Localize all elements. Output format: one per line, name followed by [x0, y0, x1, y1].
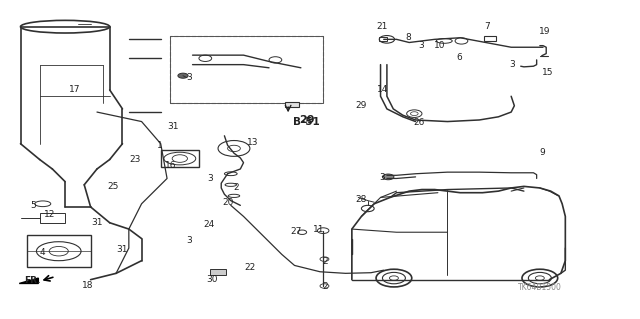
Text: 19: 19	[538, 27, 550, 36]
Circle shape	[178, 73, 188, 78]
Text: 3: 3	[207, 174, 213, 183]
Text: B-51: B-51	[292, 117, 319, 127]
Text: 2: 2	[323, 282, 328, 291]
Text: 14: 14	[377, 85, 388, 94]
Text: 31: 31	[168, 122, 179, 131]
Text: 3: 3	[186, 236, 192, 245]
Bar	[285, 102, 299, 107]
Text: 12: 12	[44, 210, 55, 219]
Text: 2: 2	[323, 257, 328, 266]
Text: 4: 4	[40, 248, 45, 257]
Text: 30: 30	[206, 275, 218, 284]
Text: 3: 3	[186, 73, 192, 82]
Text: 1: 1	[157, 141, 163, 150]
Text: TK64B1500: TK64B1500	[518, 283, 562, 292]
Text: 22: 22	[244, 263, 255, 272]
Text: 24: 24	[203, 220, 214, 229]
Text: 2: 2	[233, 183, 239, 192]
Text: 5: 5	[30, 201, 36, 210]
Bar	[161, 150, 199, 167]
Circle shape	[383, 174, 394, 180]
Text: FR.: FR.	[24, 276, 40, 285]
Text: 17: 17	[69, 85, 81, 94]
Bar	[484, 36, 496, 41]
Bar	[380, 37, 387, 41]
Text: 23: 23	[129, 155, 141, 164]
Text: 9: 9	[539, 148, 545, 157]
Bar	[27, 235, 91, 267]
Text: 7: 7	[484, 22, 490, 31]
Text: 13: 13	[247, 137, 259, 147]
Text: 28: 28	[356, 195, 367, 204]
Text: 3: 3	[380, 173, 385, 182]
Text: 27: 27	[290, 227, 301, 236]
Bar	[170, 36, 323, 103]
Text: 31: 31	[92, 218, 103, 227]
Text: 10: 10	[434, 41, 445, 49]
Text: 11: 11	[313, 225, 324, 234]
Text: 31: 31	[116, 245, 128, 254]
Text: 29: 29	[356, 100, 367, 110]
Text: 3: 3	[418, 41, 424, 49]
Text: 21: 21	[377, 22, 388, 31]
Text: 16: 16	[164, 161, 176, 170]
Bar	[211, 269, 227, 275]
Text: 8: 8	[405, 33, 411, 42]
Bar	[170, 36, 323, 103]
Text: 6: 6	[456, 53, 462, 62]
Text: 18: 18	[82, 281, 93, 291]
Polygon shape	[19, 278, 38, 284]
Text: 20: 20	[222, 198, 234, 207]
Text: 29: 29	[300, 115, 315, 125]
Text: 3: 3	[509, 60, 515, 69]
Text: 26: 26	[413, 118, 424, 127]
Text: 15: 15	[542, 68, 554, 77]
Bar	[40, 213, 65, 223]
Text: 25: 25	[108, 182, 118, 191]
